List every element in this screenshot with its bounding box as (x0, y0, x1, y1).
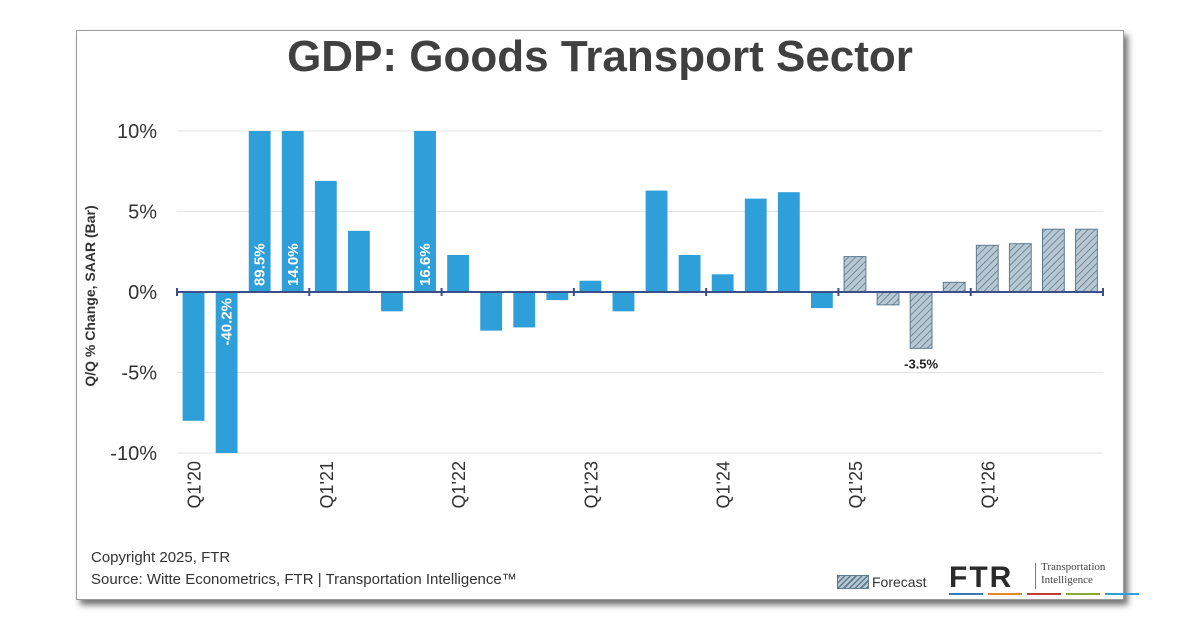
logo-wordmark: FTR (949, 561, 1014, 594)
logo-stripe (1066, 593, 1100, 595)
chart-frame: GDP: Goods Transport Sector 10% 5% 0% -5% -1… (76, 30, 1139, 600)
logo-tagline: Transportation Intelligence (1041, 561, 1105, 587)
bar (314, 180, 337, 292)
y-axis-ticks: 10% 5% 0% -5% -10% (110, 121, 157, 465)
logo-tagline-line1: Transportation (1041, 561, 1106, 573)
bar (777, 192, 800, 292)
bar (579, 280, 602, 292)
logo-stripe (988, 593, 1022, 595)
bar-forecast (1008, 243, 1032, 293)
bar-forecast (876, 291, 900, 306)
bar-data-label: 89.5% (252, 243, 269, 286)
x-tick-label: Q1'22 (449, 461, 469, 508)
bar-forecast (909, 291, 933, 349)
bar (381, 292, 403, 312)
y-tick-label: -10% (110, 443, 157, 465)
bar-chart: 10%5%0%-5%-10% Q/Q % Change, SAAR (Bar) … (82, 121, 1104, 508)
bar (678, 254, 701, 292)
logo-stripes (949, 593, 1139, 595)
y-tick-label: -5% (121, 363, 157, 385)
bar (414, 131, 436, 292)
bar-forecast (843, 256, 867, 293)
chart-title: GDP: Goods Transport Sector (287, 32, 913, 81)
bar (480, 292, 503, 331)
x-tick-label: Q1'23 (581, 461, 601, 508)
bar (447, 254, 470, 292)
logo-stripe (1027, 593, 1061, 595)
y-axis-label: Q/Q % Change, SAAR (Bar) (82, 205, 98, 386)
bar (347, 230, 370, 292)
bar (182, 292, 205, 421)
source-text: Source: Witte Econometrics, FTR | Transp… (91, 571, 517, 588)
logo-tagline-line2: Intelligence (1041, 574, 1093, 586)
y-tick-label: 10% (117, 121, 157, 143)
logo-stripe (1105, 593, 1139, 595)
bar (248, 131, 271, 292)
bar (281, 131, 304, 292)
logo-stripe (949, 593, 983, 595)
bar (612, 292, 635, 312)
bar (711, 274, 734, 292)
bar-forecast (975, 244, 999, 293)
bar (215, 292, 238, 453)
forecast-legend-swatch (837, 575, 869, 589)
bar-data-labels: -40.2% 89.5% 14.0% 16.6% -3.5% (219, 243, 939, 371)
logo-divider (1035, 563, 1036, 589)
bar (744, 198, 767, 292)
bar-forecast (1075, 228, 1098, 293)
x-tick-label: Q1'25 (846, 461, 866, 508)
ftr-logo: FTR Transportation Intelligence (949, 559, 1139, 599)
x-axis (176, 288, 1104, 296)
bar (546, 292, 569, 301)
bar-data-label: 16.6% (417, 243, 434, 286)
y-tick-label: 5% (128, 202, 157, 224)
bar-forecast (1041, 228, 1065, 293)
bar (810, 292, 833, 309)
bar-data-label: 14.0% (285, 243, 302, 286)
copyright-text: Copyright 2025, FTR (91, 549, 231, 566)
x-tick-label: Q1'26 (978, 461, 998, 508)
bar-data-label: -3.5% (904, 356, 938, 371)
bar (645, 190, 668, 292)
x-axis-ticks: Q1'20 Q1'21 Q1'22 Q1'23 Q1'24 Q1'25 Q1'26 (185, 461, 999, 508)
legend: Forecast (837, 573, 926, 591)
y-tick-label: 0% (128, 282, 157, 304)
bar-forecast (942, 281, 966, 293)
forecast-legend-label: Forecast (872, 574, 927, 590)
bar (513, 292, 536, 328)
x-tick-label: Q1'20 (185, 461, 205, 508)
bar-data-label: -40.2% (219, 298, 236, 346)
x-tick-label: Q1'24 (714, 461, 734, 508)
x-tick-label: Q1'21 (317, 461, 337, 508)
bars (182, 131, 1098, 453)
